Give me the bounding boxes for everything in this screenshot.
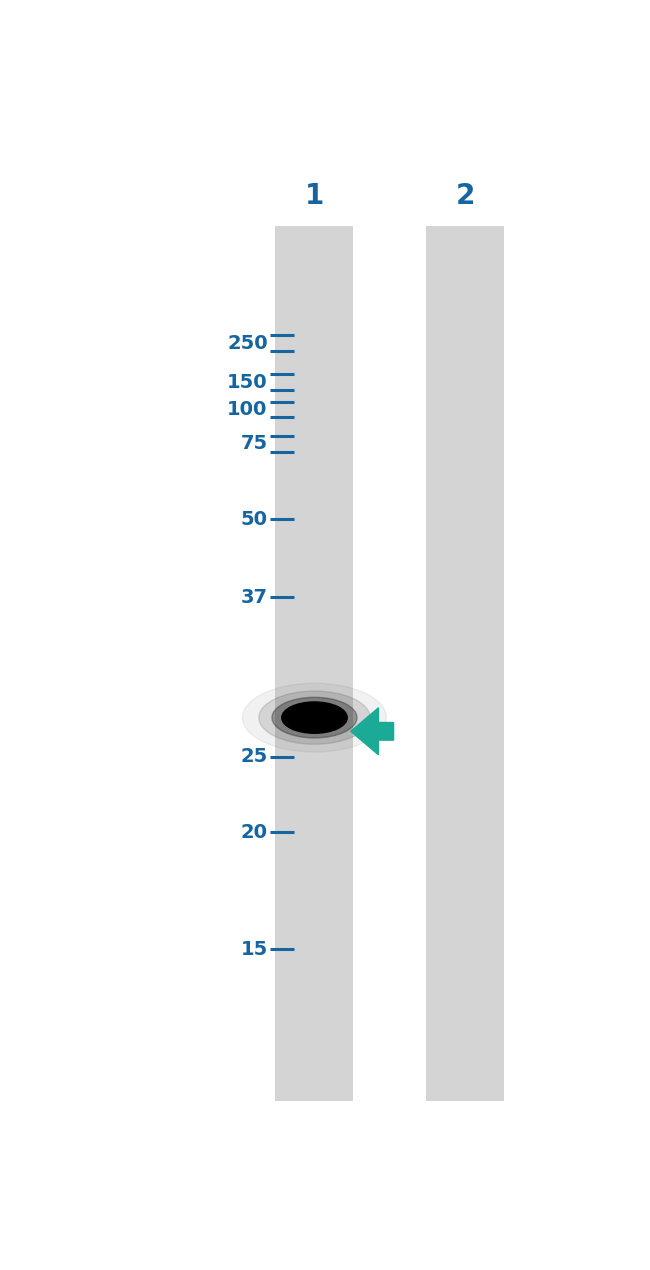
Ellipse shape [242, 683, 387, 752]
Text: 25: 25 [240, 747, 268, 766]
Text: 100: 100 [227, 400, 268, 419]
Text: 250: 250 [227, 334, 268, 353]
Ellipse shape [272, 697, 357, 738]
Text: 1: 1 [305, 183, 324, 211]
Text: 50: 50 [240, 509, 268, 528]
Bar [426, 226, 504, 1101]
Text: 15: 15 [240, 940, 268, 959]
Ellipse shape [259, 691, 370, 744]
Text: 150: 150 [227, 372, 268, 391]
FancyArrow shape [351, 707, 393, 754]
Text: 20: 20 [240, 823, 268, 842]
Text: 2: 2 [456, 183, 475, 211]
Text: 75: 75 [240, 434, 268, 453]
Text: 37: 37 [240, 588, 268, 607]
Bar [275, 226, 354, 1101]
Ellipse shape [281, 702, 347, 733]
